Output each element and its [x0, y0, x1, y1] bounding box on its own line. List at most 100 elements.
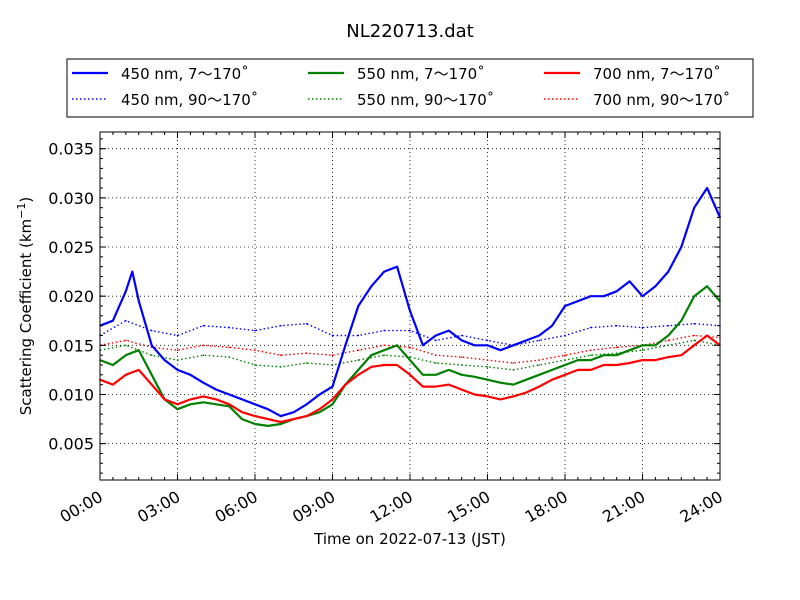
series-point — [603, 364, 605, 366]
series-point — [641, 326, 644, 329]
series-point — [564, 354, 566, 357]
series-point — [293, 418, 295, 420]
series-point — [150, 383, 153, 386]
series-point — [577, 300, 579, 302]
series-point — [499, 381, 502, 384]
series-point — [564, 334, 566, 337]
series-point — [615, 364, 618, 366]
series-point — [138, 369, 140, 371]
series-point — [254, 329, 256, 332]
series-point — [305, 403, 308, 406]
series-point — [202, 354, 205, 357]
series-point — [512, 383, 515, 386]
series-point — [564, 359, 566, 361]
ticks — [99, 132, 721, 480]
series-point — [693, 295, 695, 298]
series-point — [202, 381, 205, 384]
series-point — [254, 349, 256, 352]
series-point — [654, 285, 657, 288]
series-point — [370, 366, 373, 368]
y-tick-label: 0.005 — [48, 435, 94, 454]
series-point — [590, 369, 592, 371]
series-point — [486, 359, 489, 361]
y-tick-label: 0.025 — [48, 238, 94, 257]
series-point — [577, 369, 579, 371]
series-point — [409, 329, 411, 332]
series-point — [538, 339, 540, 342]
series-point — [215, 388, 218, 391]
series-line — [99, 186, 722, 418]
series-point — [486, 366, 489, 368]
series-point — [396, 344, 398, 347]
series-point — [512, 362, 515, 364]
series-point — [615, 354, 618, 357]
series-point — [667, 270, 670, 273]
series-point — [706, 285, 708, 288]
series-point — [176, 403, 179, 406]
legend-label: 450 nm, 90～170˚ — [121, 91, 258, 109]
series-point — [473, 344, 476, 347]
grid — [100, 132, 720, 480]
series-point — [486, 378, 489, 381]
series-point — [241, 398, 243, 401]
series-point — [357, 369, 360, 371]
series-point — [357, 359, 360, 361]
series-point — [435, 334, 437, 337]
series-point — [112, 364, 114, 366]
y-axis-label: Scattering Coefficient (km−1) — [15, 197, 35, 416]
y-axis-label-suffix: ) — [17, 197, 35, 203]
y-tick-label: 0.020 — [48, 287, 94, 306]
series-point — [138, 349, 140, 352]
series-point — [460, 388, 463, 391]
series-point — [125, 354, 127, 357]
series-point — [357, 349, 360, 352]
series-point — [189, 374, 192, 376]
series-point — [590, 349, 592, 352]
series-point — [370, 285, 373, 288]
series-point — [667, 334, 670, 337]
series-point — [383, 349, 386, 352]
series-point — [280, 324, 282, 327]
series-point — [460, 339, 463, 342]
series-point — [125, 374, 127, 376]
series-point — [512, 344, 515, 347]
series-point — [551, 369, 553, 371]
series-point — [693, 334, 695, 337]
series-point — [383, 364, 386, 366]
series-point — [435, 339, 437, 342]
series-point — [305, 322, 308, 325]
series-point — [435, 374, 437, 376]
series-point — [473, 393, 476, 396]
series-point — [280, 423, 282, 425]
series-point — [460, 374, 463, 376]
legend-label: 700 nm, 90～170˚ — [593, 91, 730, 109]
series-point — [267, 408, 269, 411]
series-point — [383, 354, 386, 357]
series-point — [131, 270, 134, 273]
series-point — [409, 346, 411, 349]
series-point — [280, 354, 282, 357]
series-point — [512, 395, 515, 398]
series-point — [254, 403, 256, 406]
series-point — [538, 334, 540, 337]
series-point — [344, 383, 347, 386]
series-point — [305, 415, 308, 417]
series-point — [189, 403, 192, 406]
series-point — [615, 352, 618, 355]
series-point — [228, 356, 230, 358]
series-point — [564, 374, 566, 376]
y-tick-label: 0.015 — [48, 336, 94, 355]
series-point — [499, 349, 502, 352]
series-point — [409, 359, 411, 361]
series-point — [215, 398, 218, 401]
series-point — [564, 364, 566, 366]
series-point — [228, 393, 230, 396]
series-point — [150, 354, 153, 357]
series-point — [331, 398, 334, 401]
series-point — [331, 334, 334, 337]
series-point — [125, 290, 127, 293]
series-point — [486, 339, 489, 342]
series-point — [202, 344, 205, 347]
series-point — [150, 374, 153, 376]
series-point — [202, 324, 205, 327]
